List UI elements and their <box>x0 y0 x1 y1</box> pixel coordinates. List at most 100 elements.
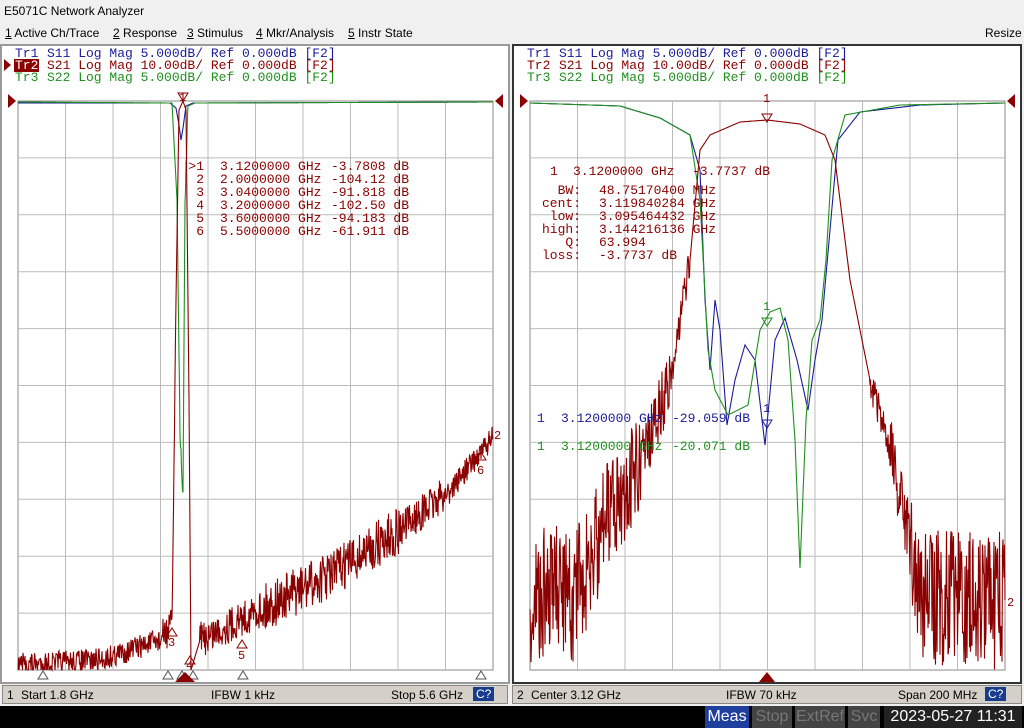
menu-key: 4 <box>256 26 263 40</box>
ifbw: IFBW 1 kHz <box>211 688 276 702</box>
marker-frequency: 3.1200000 GHz <box>561 439 663 454</box>
trace-id: Tr1 <box>15 46 39 61</box>
trace-label: S22 Log Mag 5.000dB/ Ref 0.000dB [F2] <box>47 70 336 85</box>
menu-item[interactable]: 5 Instr State <box>348 26 413 40</box>
marker-label: 1 <box>763 92 771 106</box>
stat-label: low: <box>549 209 581 224</box>
menu-key: 1 <box>5 26 12 40</box>
marker-id: 1 <box>550 164 558 179</box>
marker <box>236 639 248 649</box>
menu-item[interactable]: 4 Mkr/Analysis <box>256 26 334 40</box>
stimulus-marker <box>162 670 174 680</box>
status-button[interactable]: Stop <box>752 706 792 728</box>
channel-number: 2 <box>517 688 524 702</box>
ref-arrow <box>520 94 528 108</box>
marker-label: 6 <box>477 464 485 478</box>
stimulus-marker <box>237 670 249 680</box>
marker-frequency: 2.0000000 GHz <box>220 172 322 187</box>
status-button[interactable]: ExtRef <box>795 706 845 728</box>
menu-key: 3 <box>187 26 194 40</box>
stat-value: 63.994 <box>599 235 646 250</box>
marker <box>475 451 487 461</box>
marker-value: -91.818 dB <box>331 185 410 200</box>
marker-value: -104.12 dB <box>331 172 410 187</box>
menu-label: Response <box>123 26 178 40</box>
stimulus-marker <box>187 670 199 680</box>
trace-s21 <box>529 119 1006 670</box>
stat-label: high: <box>541 222 581 237</box>
marker <box>177 92 189 102</box>
window-title: E5071C Network Analyzer <box>4 4 145 18</box>
marker-value: -61.911 dB <box>331 224 410 239</box>
trace-label: S11 Log Mag 5.000dB/ Ref 0.000dB [F2] <box>47 46 336 61</box>
stat-value: 3.095464432 GHz <box>599 209 717 224</box>
menu-key: 5 <box>348 26 355 40</box>
marker-id: 4 <box>196 198 204 213</box>
marker-id: 3 <box>196 185 204 200</box>
menu-label: Active Ch/Trace <box>14 26 100 40</box>
marker-id: 1 <box>537 411 545 426</box>
marker-id: 1 <box>537 439 545 454</box>
marker-label: 2 <box>494 429 502 443</box>
marker-frequency: 3.0400000 GHz <box>220 185 322 200</box>
marker-value: -29.059 dB <box>672 411 751 426</box>
marker-label: 1 <box>763 402 771 416</box>
trace-s22 <box>18 101 493 493</box>
stat-label: Q: <box>565 235 581 250</box>
cal-status: C? <box>985 687 1007 701</box>
stat-value: -3.7737 dB <box>599 248 678 263</box>
status-button[interactable]: Svc <box>848 706 880 728</box>
stimulus-marker <box>475 670 487 680</box>
marker-frequency: 3.2000000 GHz <box>220 198 322 213</box>
stimulus-marker <box>37 670 49 680</box>
marker-frequency: 5.5000000 GHz <box>220 224 322 239</box>
marker-id: >1 <box>188 159 204 174</box>
marker-label: 2 <box>1007 596 1015 610</box>
menu-item[interactable]: 2 Response <box>113 26 177 40</box>
center-frequency: Center 3.12 GHz <box>531 688 622 702</box>
menu-key: 2 <box>113 26 120 40</box>
marker-frequency: 3.1200000 GHz <box>220 159 322 174</box>
date-time: 2023-05-27 11:31 <box>884 706 1022 728</box>
span: Span 200 MHz <box>898 688 978 702</box>
marker-value: -3.7808 dB <box>331 159 410 174</box>
trace-id: Tr2 <box>14 58 40 73</box>
marker-id: 2 <box>196 172 204 187</box>
stat-label: cent: <box>541 196 581 211</box>
active-marker <box>175 672 195 682</box>
resize-button[interactable]: Resize <box>985 26 1022 40</box>
marker-frequency: 3.1200000 GHz <box>561 411 663 426</box>
ref-arrow <box>1007 94 1015 108</box>
trace-s21 <box>17 99 494 673</box>
marker-value: -3.7737 dB <box>692 164 771 179</box>
marker <box>761 113 773 123</box>
stat-label: loss: <box>541 248 581 263</box>
marker-label: 5 <box>238 649 246 663</box>
menu-label: Stimulus <box>197 26 244 40</box>
cal-status: C? <box>473 687 495 701</box>
marker-value: -102.50 dB <box>331 198 410 213</box>
stop-frequency: Stop 5.6 GHz <box>391 688 464 702</box>
trace-label: S22 Log Mag 5.000dB/ Ref 0.000dB [F2] <box>559 70 848 85</box>
marker-label: 3 <box>168 636 176 650</box>
marker <box>184 655 196 665</box>
trace-label: S11 Log Mag 5.000dB/ Ref 0.000dB [F2] <box>559 46 848 61</box>
status-button[interactable]: Meas <box>705 706 749 728</box>
trace-label: S21 Log Mag 10.00dB/ Ref 0.000dB [F2] <box>47 58 336 73</box>
marker-label: 4 <box>186 659 194 673</box>
trace-id: Tr1 <box>527 46 551 61</box>
stat-value: 3.144216136 GHz <box>599 222 717 237</box>
menu-item[interactable]: 3 Stimulus <box>187 26 243 40</box>
stat-value: 3.119840284 GHz <box>599 196 717 211</box>
marker-frequency: 3.6000000 GHz <box>220 211 322 226</box>
ifbw: IFBW 70 kHz <box>726 688 797 702</box>
trace-id: Tr2 <box>527 58 551 73</box>
marker-label: 1 <box>179 91 187 105</box>
menu-item[interactable]: 1 Active Ch/Trace <box>5 26 99 40</box>
stat-label: BW: <box>557 183 581 198</box>
stat-value: 48.75170400 MHz <box>599 183 717 198</box>
active-trace-arrow <box>4 59 11 71</box>
marker <box>166 627 178 637</box>
